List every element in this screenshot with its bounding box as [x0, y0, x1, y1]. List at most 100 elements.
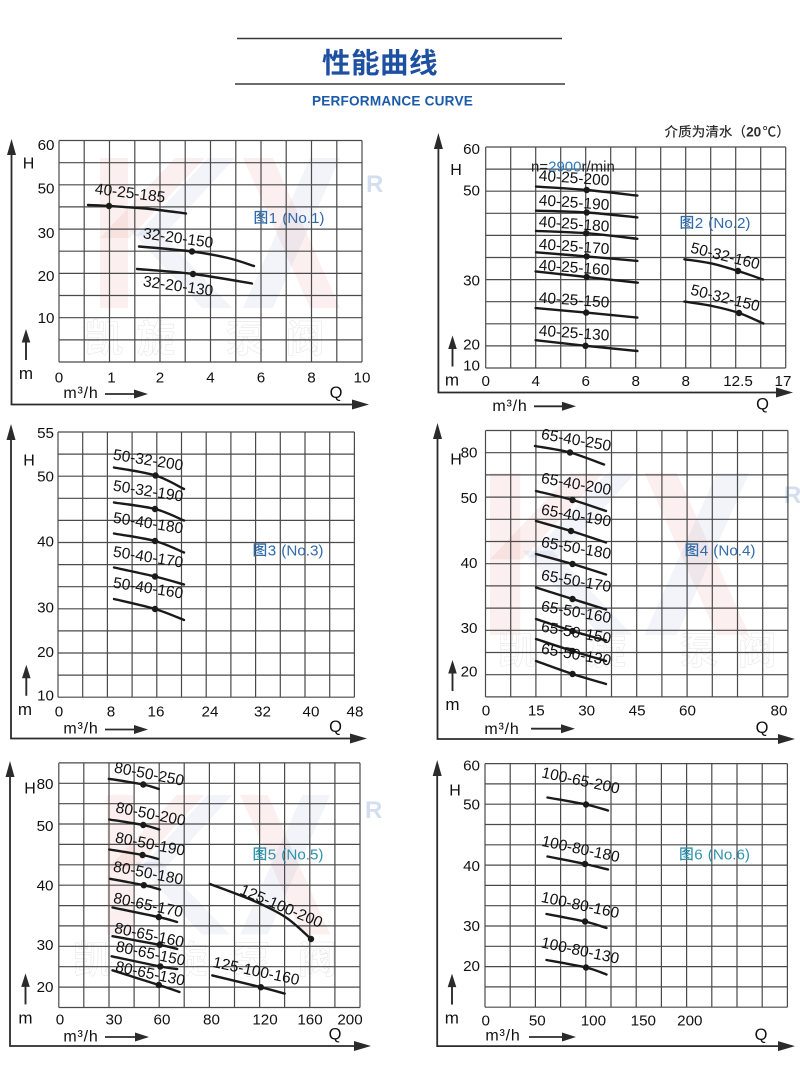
svg-text:1: 1: [269, 210, 277, 227]
svg-text:40-25-170: 40-25-170: [538, 236, 610, 258]
svg-text:80: 80: [203, 1012, 220, 1029]
svg-text:50: 50: [37, 818, 54, 835]
svg-text:0: 0: [481, 373, 489, 390]
svg-text:40-25-180: 40-25-180: [538, 214, 610, 236]
svg-text:H: H: [450, 452, 462, 469]
svg-text:m³/h: m³/h: [63, 1028, 98, 1045]
svg-text:150: 150: [631, 1012, 656, 1029]
svg-text:2: 2: [695, 215, 703, 232]
svg-text:4: 4: [206, 369, 214, 386]
svg-text:(No.6): (No.6): [708, 846, 750, 863]
svg-text:m: m: [445, 1009, 459, 1028]
svg-text:16: 16: [148, 703, 165, 720]
svg-text:100: 100: [581, 1012, 606, 1029]
svg-text:55: 55: [37, 425, 54, 442]
svg-text:30: 30: [461, 620, 478, 637]
svg-text:0: 0: [481, 1012, 489, 1029]
svg-text:20: 20: [37, 979, 54, 996]
svg-text:60: 60: [463, 757, 480, 774]
svg-text:30: 30: [106, 1012, 123, 1029]
svg-text:n=2900r/min: n=2900r/min: [531, 159, 615, 176]
svg-text:H: H: [449, 783, 461, 800]
svg-text:30: 30: [463, 918, 480, 935]
svg-text:8: 8: [632, 373, 640, 390]
svg-text:H: H: [23, 453, 35, 470]
svg-text:40: 40: [461, 555, 478, 572]
svg-text:R: R: [784, 482, 800, 509]
svg-text:50: 50: [463, 797, 480, 814]
svg-text:PERFORMANCE CURVE: PERFORMANCE CURVE: [312, 94, 473, 109]
svg-text:40: 40: [303, 703, 320, 720]
svg-text:0: 0: [55, 369, 63, 386]
svg-text:m: m: [445, 695, 459, 714]
svg-text:40-25-160: 40-25-160: [538, 257, 610, 279]
svg-text:Q: Q: [756, 396, 769, 414]
svg-text:0: 0: [56, 1012, 64, 1029]
svg-text:24: 24: [202, 703, 219, 720]
svg-text:(No.1): (No.1): [282, 210, 324, 227]
svg-text:12.5: 12.5: [723, 373, 753, 390]
svg-text:Q: Q: [756, 719, 769, 737]
svg-text:6: 6: [582, 373, 590, 390]
svg-text:40: 40: [37, 877, 54, 894]
svg-text:30: 30: [463, 272, 480, 289]
svg-text:60: 60: [463, 141, 480, 158]
svg-text:30: 30: [37, 599, 54, 616]
svg-text:6: 6: [257, 369, 265, 386]
svg-text:m: m: [18, 1008, 32, 1027]
svg-text:80: 80: [37, 776, 54, 793]
svg-text:m³/h: m³/h: [63, 385, 98, 402]
svg-text:Q: Q: [329, 718, 342, 736]
svg-text:80: 80: [771, 702, 788, 719]
svg-text:60: 60: [154, 1012, 171, 1029]
svg-text:120: 120: [252, 1012, 277, 1029]
svg-text:20: 20: [463, 958, 480, 975]
svg-text:Q: Q: [330, 384, 343, 402]
svg-text:30: 30: [38, 225, 55, 242]
svg-text:R: R: [366, 171, 383, 198]
svg-text:60: 60: [679, 702, 696, 719]
svg-text:160: 160: [297, 1012, 322, 1029]
svg-text:10: 10: [463, 357, 480, 374]
svg-text:8: 8: [107, 703, 115, 720]
svg-text:50: 50: [463, 182, 480, 199]
svg-text:m: m: [19, 364, 33, 383]
svg-text:m³/h: m³/h: [485, 1028, 520, 1045]
svg-text:40-25-130: 40-25-130: [538, 323, 610, 345]
svg-text:20: 20: [38, 268, 55, 285]
svg-text:50: 50: [38, 180, 55, 197]
svg-text:32: 32: [254, 703, 271, 720]
svg-text:20: 20: [746, 125, 761, 140]
svg-text:5: 5: [268, 846, 276, 863]
svg-text:4: 4: [700, 542, 708, 559]
svg-text:20: 20: [37, 644, 54, 661]
svg-text:Q: Q: [755, 1026, 768, 1044]
svg-text:m³/h: m³/h: [492, 398, 527, 415]
svg-text:(No.3): (No.3): [281, 542, 323, 559]
svg-text:40: 40: [463, 858, 480, 875]
svg-text:17: 17: [775, 373, 792, 390]
svg-text:1: 1: [107, 369, 115, 386]
svg-text:10: 10: [38, 310, 55, 327]
svg-text:40-25-150: 40-25-150: [538, 290, 610, 312]
svg-text:60: 60: [38, 137, 55, 154]
svg-text:30: 30: [37, 937, 54, 954]
svg-text:80: 80: [461, 444, 478, 461]
svg-text:H: H: [23, 156, 35, 173]
svg-text:40: 40: [37, 533, 54, 550]
svg-text:H: H: [450, 162, 462, 179]
svg-text:3: 3: [268, 542, 276, 559]
svg-text:40-25-200: 40-25-200: [538, 168, 610, 190]
svg-text:R: R: [365, 797, 382, 824]
svg-text:10: 10: [354, 369, 371, 386]
svg-text:8: 8: [307, 369, 315, 386]
svg-text:0: 0: [55, 703, 63, 720]
svg-text:(No.2): (No.2): [708, 215, 750, 232]
svg-text:200: 200: [337, 1012, 362, 1029]
svg-text:m: m: [445, 371, 459, 390]
svg-text:m: m: [18, 700, 32, 719]
svg-text:8: 8: [682, 373, 690, 390]
svg-text:50: 50: [461, 490, 478, 507]
svg-text:m³/h: m³/h: [484, 721, 519, 738]
svg-text:20: 20: [463, 336, 480, 353]
